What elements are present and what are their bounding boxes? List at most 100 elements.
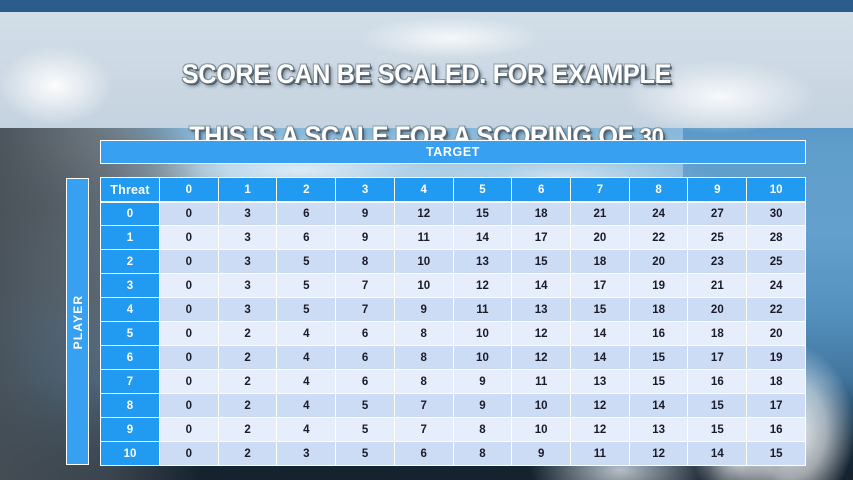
- table-header: Threat 0 1 2 3 4 5 6 7 8 9 10: [100, 177, 806, 202]
- table-cell: 9: [512, 442, 572, 466]
- table-cell: 19: [629, 274, 689, 298]
- table-cell: 21: [571, 202, 630, 226]
- table-cell: 6: [277, 202, 337, 226]
- table-row-header: 8: [100, 394, 160, 418]
- player-axis-label: PLAYER: [66, 178, 89, 465]
- table-cell: 7: [394, 418, 454, 442]
- table-cell: 0: [160, 442, 219, 466]
- table-cell: 5: [336, 418, 395, 442]
- table-cell: 5: [336, 442, 395, 466]
- table-row: 5 0 2 4 6 8 10 12 14 16 18 20: [100, 322, 806, 346]
- table-cell: 7: [336, 298, 395, 322]
- title-line-1: SCORE CAN BE SCALED. FOR EXAMPLE: [181, 59, 672, 89]
- table-cell: 7: [394, 394, 454, 418]
- table-cell: 12: [512, 322, 572, 346]
- table-cell: 18: [629, 298, 689, 322]
- table-cell: 9: [453, 394, 513, 418]
- table-row-header: 9: [100, 418, 160, 442]
- table-cell: 10: [512, 418, 572, 442]
- table-cell: 4: [277, 346, 337, 370]
- table-cell: 5: [336, 394, 395, 418]
- table-row-header: 0: [100, 202, 160, 226]
- table-cell: 0: [160, 202, 219, 226]
- table-cell: 15: [747, 442, 806, 466]
- table-cell: 18: [747, 370, 806, 394]
- table-row: 8 0 2 4 5 7 9 10 12 14 15 17: [100, 394, 806, 418]
- table-cell: 9: [453, 370, 513, 394]
- table-cell: 13: [571, 370, 630, 394]
- table-column-header: 10: [747, 177, 806, 202]
- table-row-header: 2: [100, 250, 160, 274]
- table-cell: 17: [512, 226, 572, 250]
- table-row-header: 3: [100, 274, 160, 298]
- table-cell: 8: [394, 346, 454, 370]
- table-cell: 8: [394, 322, 454, 346]
- table-cell: 0: [160, 274, 219, 298]
- table-cell: 14: [512, 274, 572, 298]
- player-axis-label-text: PLAYER: [70, 294, 85, 349]
- table-cell: 0: [160, 226, 219, 250]
- table-cell: 17: [571, 274, 630, 298]
- table-cell: 3: [218, 298, 278, 322]
- table-cell: 15: [512, 250, 572, 274]
- table-cell: 20: [747, 322, 806, 346]
- cloud-puff-icon: [0, 26, 150, 136]
- table-cell: 0: [160, 370, 219, 394]
- table-cell: 30: [747, 202, 806, 226]
- table-cell: 14: [571, 346, 630, 370]
- table-cell: 2: [218, 370, 278, 394]
- score-scale-table: Threat 0 1 2 3 4 5 6 7 8 9 10 0 0 3 6 9 12 15 18 21 24 27 30 1…: [100, 177, 806, 466]
- table-cell: 3: [218, 274, 278, 298]
- table-cell: 0: [160, 322, 219, 346]
- table-row-header: 7: [100, 370, 160, 394]
- table-cell: 24: [629, 202, 689, 226]
- table-cell: 14: [571, 322, 630, 346]
- table-cell: 8: [336, 250, 395, 274]
- table-cell: 21: [688, 274, 748, 298]
- table-column-header: 9: [688, 177, 748, 202]
- table-cell: 12: [571, 418, 630, 442]
- table-row: 2 0 3 5 8 10 13 15 18 20 23 25: [100, 250, 806, 274]
- table-cell: 20: [688, 298, 748, 322]
- table-cell: 10: [453, 346, 513, 370]
- table-column-header: 0: [160, 177, 219, 202]
- table-cell: 5: [277, 274, 337, 298]
- table-row: 10 0 2 3 5 6 8 9 11 12 14 15: [100, 442, 806, 466]
- table-cell: 14: [629, 394, 689, 418]
- table-column-header: 6: [512, 177, 572, 202]
- table-row: 3 0 3 5 7 10 12 14 17 19 21 24: [100, 274, 806, 298]
- table-cell: 4: [277, 322, 337, 346]
- table-cell: 23: [688, 250, 748, 274]
- table-column-header: 3: [336, 177, 395, 202]
- table-cell: 6: [336, 370, 395, 394]
- table-cell: 11: [394, 226, 454, 250]
- table-cell: 7: [336, 274, 395, 298]
- table-cell: 10: [453, 322, 513, 346]
- table-cell: 13: [629, 418, 689, 442]
- table-cell: 20: [571, 226, 630, 250]
- table-cell: 12: [512, 346, 572, 370]
- table-cell: 27: [688, 202, 748, 226]
- table-cell: 13: [453, 250, 513, 274]
- table-body: 0 0 3 6 9 12 15 18 21 24 27 30 1 0 3 6 9 11 14 17 20 22 25 28 2 0…: [100, 202, 806, 466]
- table-cell: 5: [277, 298, 337, 322]
- table-cell: 8: [453, 418, 513, 442]
- table-cell: 15: [629, 346, 689, 370]
- table-cell: 0: [160, 346, 219, 370]
- table-cell: 18: [571, 250, 630, 274]
- table-cell: 16: [629, 322, 689, 346]
- target-axis-label: TARGET: [100, 140, 806, 164]
- table-cell: 0: [160, 298, 219, 322]
- target-axis-label-text: TARGET: [425, 145, 481, 159]
- table-cell: 15: [688, 418, 748, 442]
- table-cell: 10: [512, 394, 572, 418]
- table-cell: 3: [218, 250, 278, 274]
- title-band: [0, 8, 853, 142]
- table-column-header: 5: [453, 177, 513, 202]
- table-cell: 13: [512, 298, 572, 322]
- table-cell: 2: [218, 442, 278, 466]
- table-cell: 12: [394, 202, 454, 226]
- table-cell: 14: [688, 442, 748, 466]
- table-cell: 12: [629, 442, 689, 466]
